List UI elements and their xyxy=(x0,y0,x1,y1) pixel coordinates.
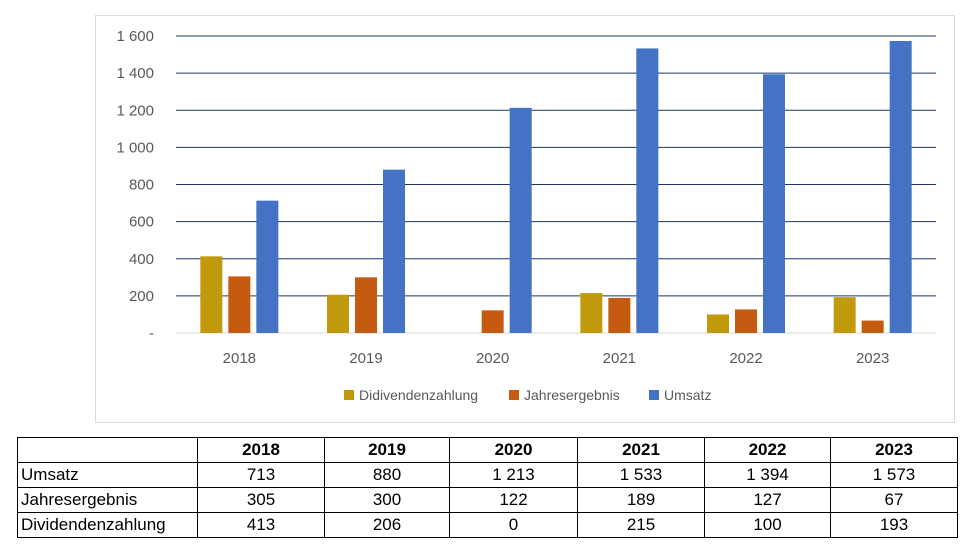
bar-jahresergebnis-2021 xyxy=(608,297,631,333)
bar-jahresergebnis-2019 xyxy=(355,277,377,333)
table-header-row: 2018 2019 2020 2021 2022 2023 xyxy=(17,437,958,463)
table-cell: 127 xyxy=(704,487,831,513)
bar-didivendenzahlung-2023 xyxy=(833,297,856,333)
table-header-2019: 2019 xyxy=(324,437,450,463)
row-label: Umsatz xyxy=(17,462,198,488)
bar-didivendenzahlung-2021 xyxy=(580,293,603,333)
table-cell: 67 xyxy=(830,487,958,513)
legend-swatch-umsatz xyxy=(649,390,659,400)
y-tick-label: 1 200 xyxy=(116,102,154,119)
bar-umsatz-2020 xyxy=(509,107,532,333)
bar-chart: - 200 400 600 800 1 000 1 200 1 400 1 600 2018 201… xyxy=(116,28,936,403)
bar-umsatz-2022 xyxy=(763,74,785,333)
legend-label: Didivendenzahlung xyxy=(359,387,478,403)
y-tick-label: 600 xyxy=(129,214,154,231)
chart-area: - 200 400 600 800 1 000 1 200 1 400 1 600 2018 201… xyxy=(95,15,955,423)
table-header-2020: 2020 xyxy=(449,437,578,463)
bar-umsatz-2023 xyxy=(889,41,912,334)
table-cell: 300 xyxy=(324,487,450,513)
table-cell: 305 xyxy=(197,487,325,513)
table-header-2022: 2022 xyxy=(704,437,831,463)
table-cell: 1 533 xyxy=(577,462,705,488)
bar-jahresergebnis-2022 xyxy=(735,309,757,333)
x-tick-label: 2021 xyxy=(603,350,636,367)
y-tick-label: 800 xyxy=(129,177,154,194)
y-tick-label: 1 400 xyxy=(116,65,154,82)
table-header-2023: 2023 xyxy=(830,437,958,463)
y-tick-label: 1 600 xyxy=(116,28,154,45)
table-row-jahresergebnis: Jahresergebnis 305 300 122 189 127 67 xyxy=(17,487,958,513)
x-tick-label: 2019 xyxy=(349,350,382,367)
bar-jahresergebnis-2020 xyxy=(481,310,504,333)
legend-swatch-jahresergebnis xyxy=(509,390,519,400)
bar-jahresergebnis-2018 xyxy=(228,276,251,333)
table-cell: 1 573 xyxy=(830,462,958,488)
table-cell: 100 xyxy=(704,512,831,538)
table-cell: 713 xyxy=(197,462,325,488)
row-label: Dividendenzahlung xyxy=(17,512,198,538)
data-table: 2018 2019 2020 2021 2022 2023 Umsatz 713… xyxy=(17,437,958,538)
x-tick-label: 2018 xyxy=(223,350,256,367)
x-tick-label: 2020 xyxy=(476,350,509,367)
table-cell: 880 xyxy=(324,462,450,488)
table-header-2018: 2018 xyxy=(197,437,325,463)
table-cell: 1 394 xyxy=(704,462,831,488)
y-tick-label: 400 xyxy=(129,251,154,268)
bar-jahresergebnis-2023 xyxy=(861,320,884,333)
legend-label: Jahresergebnis xyxy=(524,387,620,403)
y-tick-label: 200 xyxy=(129,288,154,305)
table-row-umsatz: Umsatz 713 880 1 213 1 533 1 394 1 573 xyxy=(17,462,958,488)
table-cell: 215 xyxy=(577,512,705,538)
y-tick-label: 1 000 xyxy=(116,139,154,156)
legend-swatch-didivendenzahlung xyxy=(344,390,354,400)
bar-umsatz-2021 xyxy=(636,48,659,333)
table-header-2021: 2021 xyxy=(577,437,705,463)
table-cell: 413 xyxy=(197,512,325,538)
table-cell: 189 xyxy=(577,487,705,513)
bar-umsatz-2018 xyxy=(256,200,279,333)
y-tick-label: - xyxy=(149,325,154,342)
x-tick-label: 2023 xyxy=(856,350,889,367)
x-tick-label: 2022 xyxy=(729,350,762,367)
table-cell: 0 xyxy=(449,512,578,538)
bar-didivendenzahlung-2018 xyxy=(200,256,223,333)
table-row-dividendenzahlung: Dividendenzahlung 413 206 0 215 100 193 xyxy=(17,512,958,538)
table-cell: 122 xyxy=(449,487,578,513)
table-cell: 206 xyxy=(324,512,450,538)
bar-didivendenzahlung-2022 xyxy=(707,314,729,333)
table-cell: 193 xyxy=(830,512,958,538)
bar-umsatz-2019 xyxy=(383,169,405,333)
bar-didivendenzahlung-2019 xyxy=(327,294,349,333)
table-cell: 1 213 xyxy=(449,462,578,488)
row-label: Jahresergebnis xyxy=(17,487,198,513)
legend-label: Umsatz xyxy=(664,387,711,403)
table-header-blank xyxy=(17,437,198,463)
